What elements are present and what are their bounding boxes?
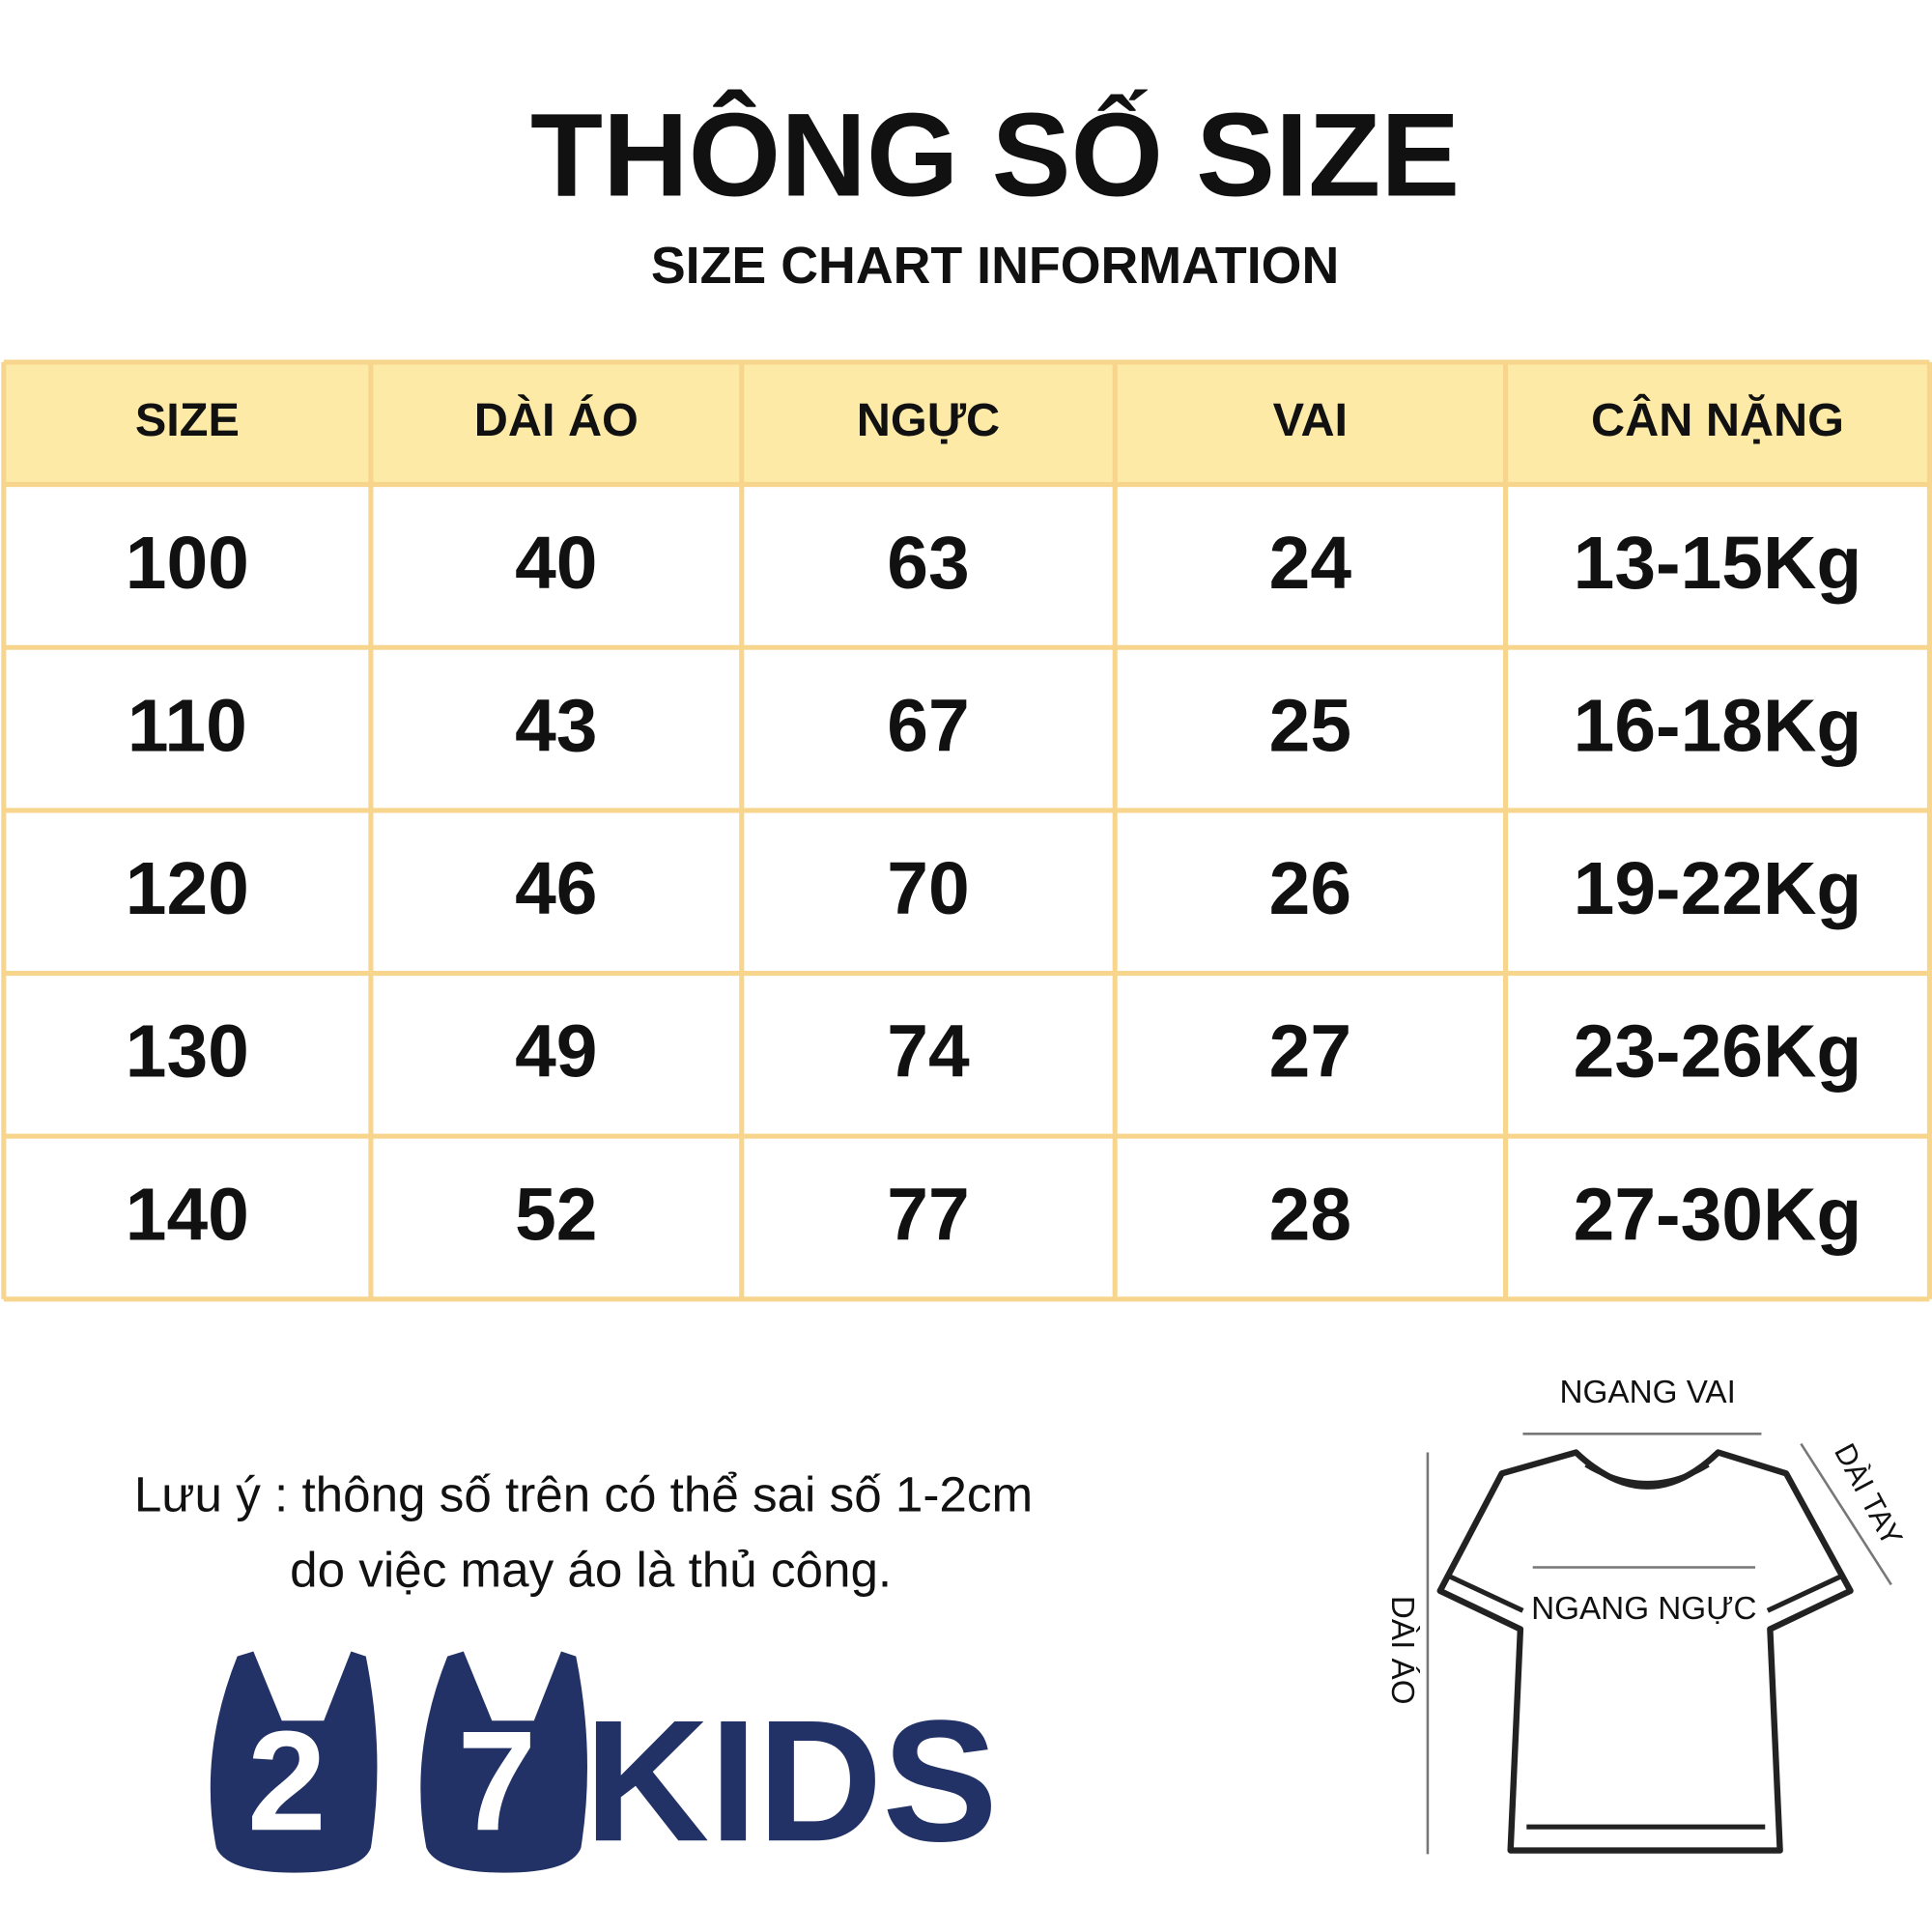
- table-cell: 110: [128, 685, 247, 767]
- column-header: NGỰC: [857, 394, 1000, 446]
- table-cell: 52: [515, 1174, 597, 1256]
- subtitle: SIZE CHART INFORMATION: [651, 237, 1339, 295]
- title: THÔNG SỐ SIZE: [530, 90, 1460, 222]
- table-cell: 70: [887, 848, 969, 930]
- shirt-diagram: [1426, 1433, 1892, 1855]
- diagram-label: DÀI ÁO: [1384, 1596, 1420, 1705]
- note-line: do việc may áo là thủ công.: [290, 1542, 892, 1597]
- table-cell: 27-30Kg: [1574, 1174, 1862, 1256]
- size-table: SIZE DÀI ÁO NGỰC VAI CÂN NẶNG 100 40 63 24 13-15K…: [1, 359, 1932, 1302]
- diagram-label: NGANG NGỰC: [1531, 1591, 1756, 1627]
- measure-lines: [1426, 1433, 1892, 1855]
- column-header: SIZE: [135, 394, 240, 446]
- table-cell: 63: [887, 523, 969, 605]
- table-cell: 13-15Kg: [1574, 523, 1862, 605]
- column-header: VAI: [1273, 394, 1348, 446]
- table-cell: 77: [887, 1174, 969, 1256]
- logo-tag: [210, 1651, 378, 1873]
- logo: 2 7 KIDS: [210, 1651, 998, 1877]
- column-header: CÂN NẶNG: [1591, 393, 1844, 446]
- table-cell: 25: [1269, 685, 1351, 767]
- logo-digit: 2: [247, 1702, 327, 1861]
- diagram-label: NGANG VAI: [1560, 1375, 1736, 1410]
- logo-text: KIDS: [584, 1684, 998, 1877]
- hems: [1447, 1574, 1843, 1830]
- column-header: DÀI ÁO: [474, 394, 639, 446]
- table-cell: 120: [126, 848, 249, 930]
- table-cell: 16-18Kg: [1574, 685, 1862, 767]
- logo-digit: 7: [457, 1702, 536, 1861]
- logo-tag: [420, 1651, 587, 1873]
- table-cell: 24: [1269, 523, 1352, 605]
- table-cell: 130: [126, 1011, 249, 1094]
- table-cell: 67: [887, 685, 969, 767]
- header-row: [3, 361, 1930, 485]
- table-cell: 27: [1269, 1011, 1351, 1094]
- table-cell: 43: [515, 685, 597, 767]
- table-cell: 100: [126, 523, 249, 605]
- table-cell: 46: [515, 848, 597, 930]
- table-cell: 19-22Kg: [1574, 848, 1862, 930]
- note-line: Lưu ý : thông số trên có thể sai số 1-2c…: [134, 1466, 1033, 1521]
- table-cell: 28: [1269, 1174, 1351, 1256]
- table-cell: 23-26Kg: [1574, 1011, 1862, 1094]
- collar: [1584, 1463, 1710, 1487]
- table-cell: 26: [1269, 848, 1351, 930]
- table-cell: 140: [126, 1174, 249, 1256]
- table-cell: 74: [887, 1011, 970, 1094]
- table-cell: 40: [515, 523, 597, 605]
- table-cell: 49: [515, 1011, 597, 1094]
